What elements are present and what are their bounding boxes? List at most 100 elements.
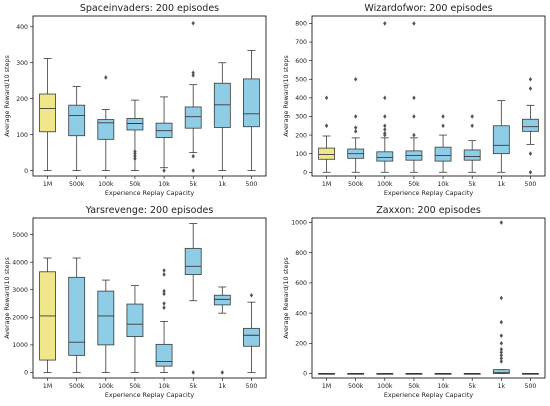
- flier-point: [499, 353, 504, 358]
- box-5k: [463, 114, 481, 173]
- x-tick-label: 5k: [189, 181, 197, 188]
- flier-point: [528, 169, 533, 175]
- y-tick-label: 300: [295, 114, 307, 121]
- flier-point: [499, 350, 504, 355]
- y-tick-label: 0: [24, 370, 28, 377]
- x-tick-label: 5k: [189, 383, 197, 390]
- flier-point: [324, 95, 329, 101]
- box-1M: [39, 257, 56, 373]
- box-100k: [376, 373, 394, 375]
- flier-point: [383, 95, 387, 101]
- x-tick-label: 1M: [43, 181, 52, 188]
- box-1k: [492, 220, 510, 374]
- flier-point: [412, 95, 416, 101]
- x-tick-label: 1k: [219, 383, 227, 390]
- y-tick-label: 200: [295, 132, 307, 139]
- x-tick-label: 10k: [158, 181, 170, 188]
- x-tick-label: 1M: [322, 181, 331, 188]
- box-body: [184, 106, 202, 129]
- box-body: [213, 294, 231, 306]
- flier-point: [353, 114, 358, 119]
- box-50k: [405, 21, 423, 173]
- x-tick-label: 10k: [437, 383, 449, 390]
- y-tick-label: 700: [295, 39, 307, 46]
- y-tick-label: 0: [303, 169, 307, 176]
- box-10k: [434, 114, 452, 173]
- flier-point: [162, 272, 166, 277]
- flier-point: [353, 76, 358, 82]
- box-500: [243, 50, 260, 172]
- x-tick-label: 100k: [98, 383, 114, 390]
- flier-point: [162, 168, 166, 173]
- box-body: [492, 125, 510, 155]
- flier-point: [383, 21, 387, 26]
- x-tick-label: 500k: [348, 383, 364, 390]
- box-50k: [126, 285, 144, 373]
- box-body: [184, 247, 202, 275]
- box-1M: [318, 373, 335, 375]
- box-1k: [213, 62, 231, 172]
- flier-point: [383, 114, 387, 119]
- chart-title: Spaceinvaders: 200 episodes: [80, 3, 219, 14]
- flier-point: [191, 70, 195, 76]
- box-500k: [347, 373, 365, 375]
- x-tick-label: 1k: [219, 181, 227, 188]
- box-body: [522, 118, 539, 132]
- box-body: [39, 93, 56, 133]
- flier-point: [162, 268, 166, 273]
- flier-point: [133, 156, 137, 162]
- x-axis-label: Experience Replay Capacity: [384, 189, 473, 197]
- box-500k: [68, 86, 86, 172]
- x-axis-label: Experience Replay Capacity: [384, 391, 473, 399]
- y-tick-label: 200: [16, 96, 28, 103]
- flier-point: [412, 114, 416, 119]
- flier-point: [499, 220, 504, 225]
- flier-point: [499, 295, 504, 301]
- flier-point: [441, 114, 445, 119]
- y-tick-label: 100: [295, 151, 307, 158]
- box-body: [243, 78, 260, 128]
- x-tick-label: 500k: [69, 383, 85, 390]
- box-10k: [155, 96, 173, 173]
- x-tick-label: 10k: [437, 181, 449, 188]
- flier-point: [499, 333, 504, 339]
- flier-point: [412, 21, 416, 26]
- flier-point: [383, 123, 387, 129]
- chart-panel-3: Zaxxon: 200 episodes 0 200 400 600 800 1000 1M 5…: [282, 205, 546, 399]
- box-body: [376, 151, 394, 162]
- flier-point: [412, 132, 416, 138]
- x-tick-label: 5k: [468, 383, 476, 390]
- box-10k: [155, 268, 173, 373]
- box-body: [126, 303, 144, 338]
- x-tick-label: 50k: [408, 181, 420, 188]
- x-tick-label: 500: [246, 383, 258, 390]
- flier-point: [220, 370, 225, 375]
- y-tick-label: 100: [16, 132, 28, 139]
- chart-panel-0: Spaceinvaders: 200 episodes 0 100 200 300 400…: [3, 3, 267, 197]
- y-tick-label: 600: [295, 280, 307, 287]
- x-tick-label: 500k: [69, 181, 85, 188]
- flier-point: [191, 20, 195, 26]
- flier-point: [133, 151, 137, 157]
- y-tick-label: 300: [16, 60, 28, 67]
- flier-point: [191, 73, 195, 78]
- flier-point: [162, 301, 166, 306]
- flier-point: [499, 356, 504, 361]
- y-tick-label: 4000: [12, 259, 28, 266]
- x-axis-label: Experience Replay Capacity: [105, 391, 194, 399]
- flier-point: [441, 123, 445, 129]
- box-100k: [376, 21, 394, 173]
- x-tick-label: 1M: [43, 383, 52, 390]
- chart-title: Yarsrevenge: 200 episodes: [85, 205, 214, 216]
- chart-title: Wizardofwor: 200 episodes: [364, 3, 492, 14]
- flier-point: [162, 305, 166, 310]
- box-500k: [347, 76, 365, 173]
- y-tick-label: 3000: [12, 287, 28, 294]
- y-tick-label: 0: [303, 371, 307, 378]
- x-tick-label: 5k: [468, 181, 476, 188]
- flier-point: [191, 153, 195, 159]
- flier-point: [499, 319, 504, 325]
- box-5k: [184, 20, 202, 173]
